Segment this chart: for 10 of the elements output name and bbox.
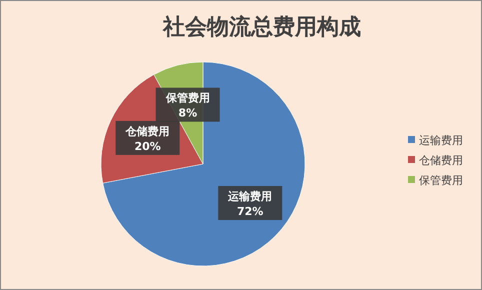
slice-label: 仓储费用: [124, 124, 170, 138]
data-label: 8%: [178, 106, 198, 120]
legend-label: 运输费用: [419, 134, 463, 147]
slice-label: 运输费用: [227, 190, 272, 204]
chart-title: 社会物流总费用构成: [162, 14, 361, 40]
data-label: 72%: [236, 205, 264, 218]
slice-label: 保管费用: [164, 92, 210, 105]
legend-label: 保管费用: [419, 174, 463, 187]
data-label: 20%: [134, 140, 161, 153]
legend-label: 仓储费用: [419, 154, 463, 167]
